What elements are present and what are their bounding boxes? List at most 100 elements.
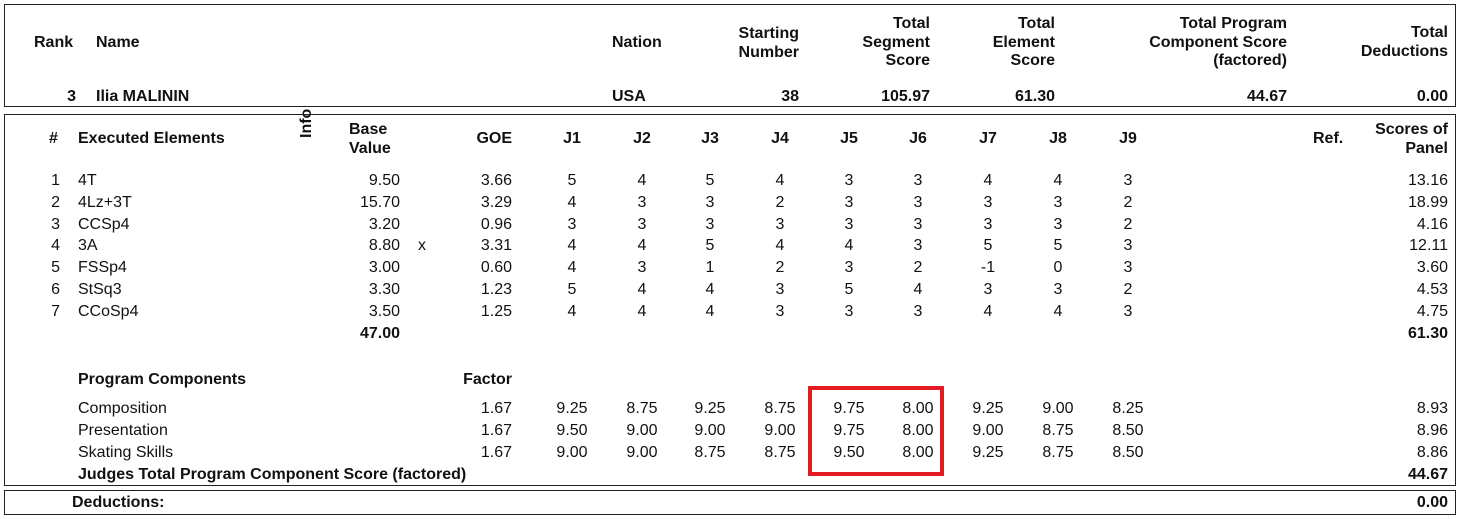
element-judge-score: 3 <box>1123 237 1133 255</box>
name-label: Name <box>96 34 140 51</box>
element-panel-score: 13.16 <box>1407 172 1448 189</box>
header-line: Starting <box>738 25 799 42</box>
element-goe: 0.60 <box>480 259 512 277</box>
factor-header: Factor <box>463 371 512 388</box>
element-judge-score: -1 <box>980 259 996 277</box>
pc-judge-score: 8.75 <box>764 443 796 461</box>
element-judge-score: 5 <box>844 281 854 298</box>
element-judge-score: 4 <box>705 302 715 320</box>
element-judge-score: 3 <box>913 193 923 211</box>
judge-header-4: J4 <box>771 130 789 147</box>
element-judge-score: 3 <box>567 215 577 233</box>
element-judge-score: 4 <box>775 172 785 189</box>
element-judge-score: 3 <box>844 259 854 277</box>
skater-rank: 3 <box>67 88 76 105</box>
pc-judge-score: 9.25 <box>556 400 588 417</box>
element-base-value: 8.80 <box>368 237 400 255</box>
element-num: 2 <box>51 193 60 211</box>
pc-judge-score: 8.50 <box>1112 421 1144 439</box>
elements-base-total: 47.00 <box>359 325 400 342</box>
pc-judge-score: 9.00 <box>556 443 588 461</box>
element-base-value: 3.20 <box>368 215 400 233</box>
judge-header-9: J9 <box>1119 130 1137 147</box>
element-panel-score: 3.60 <box>1416 259 1448 277</box>
total-deductions-label: Total Deductions <box>1320 24 1448 61</box>
total-segment-score-label: Total Segment Score <box>820 15 930 71</box>
element-num: 3 <box>51 215 60 233</box>
col-base-value-header: Base Value <box>349 121 391 158</box>
col-panel-header: Scores of Panel <box>1340 121 1448 158</box>
pc-judge-score: 9.00 <box>1042 400 1074 417</box>
pc-factor: 1.67 <box>480 400 512 417</box>
element-judge-score: 4 <box>983 302 993 320</box>
element-panel-score: 4.75 <box>1416 302 1448 320</box>
element-judge-score: 3 <box>913 302 923 320</box>
header-line: Total <box>1410 24 1448 41</box>
element-info: x <box>418 237 426 255</box>
header-line: Segment <box>862 33 930 51</box>
element-judge-score: 4 <box>567 237 577 255</box>
pc-judge-score: 9.00 <box>694 421 726 439</box>
pc-name: Skating Skills <box>78 443 174 461</box>
element-judge-score: 3 <box>1123 172 1133 189</box>
header-line: Panel <box>1405 139 1448 157</box>
pc-judge-score: 8.50 <box>1112 443 1144 461</box>
header-line: Base <box>349 121 388 138</box>
element-judge-score: 5 <box>567 172 577 189</box>
judge-header-5: J5 <box>840 130 858 147</box>
element-judge-score: 4 <box>913 281 923 298</box>
judge-header-2: J2 <box>633 130 651 147</box>
pc-judge-score: 9.00 <box>764 421 796 439</box>
element-judge-score: 3 <box>983 193 993 211</box>
element-panel-score: 4.16 <box>1416 215 1448 233</box>
element-judge-score: 4 <box>637 281 647 298</box>
element-judge-score: 5 <box>983 237 993 255</box>
header-line: Total <box>892 15 930 32</box>
element-judge-score: 0 <box>1053 259 1063 277</box>
pc-judge-score: 9.50 <box>833 443 865 461</box>
element-judge-score: 3 <box>844 302 854 320</box>
header-line: Component Score <box>1149 33 1287 51</box>
element-goe: 1.23 <box>480 281 512 298</box>
pcs-total-value: 44.67 <box>1407 466 1448 483</box>
skater-total-segment-score: 105.97 <box>881 88 930 105</box>
judge-header-6: J6 <box>909 130 927 147</box>
element-judge-score: 4 <box>637 237 647 255</box>
pc-judge-score: 8.75 <box>1042 443 1074 461</box>
deductions-value: 0.00 <box>1416 494 1448 511</box>
element-num: 1 <box>51 172 60 189</box>
element-name: 4T <box>78 172 97 189</box>
element-judge-score: 3 <box>775 281 785 298</box>
judge-header-8: J8 <box>1049 130 1067 147</box>
element-judge-score: 3 <box>705 193 715 211</box>
header-line: (factored) <box>1213 52 1287 69</box>
element-goe: 3.31 <box>480 237 512 255</box>
element-judge-score: 5 <box>705 237 715 255</box>
total-pcs-label: Total Program Component Score (factored) <box>1100 15 1287 71</box>
pc-judge-score: 8.75 <box>626 400 658 417</box>
pc-factor: 1.67 <box>480 421 512 439</box>
element-judge-score: 3 <box>844 215 854 233</box>
element-num: 4 <box>51 237 60 255</box>
element-judge-score: 3 <box>913 215 923 233</box>
pc-judge-score: 8.00 <box>902 443 934 461</box>
element-judge-score: 3 <box>637 215 647 233</box>
element-judge-score: 3 <box>705 215 715 233</box>
element-goe: 3.66 <box>480 172 512 189</box>
element-num: 6 <box>51 281 60 298</box>
pc-name: Presentation <box>78 421 168 439</box>
col-goe-header: GOE <box>476 130 512 147</box>
element-goe: 1.25 <box>480 302 512 320</box>
element-judge-score: 4 <box>705 281 715 298</box>
header-line: Element <box>992 33 1055 51</box>
element-judge-score: 5 <box>705 172 715 189</box>
nation-label: Nation <box>612 34 662 51</box>
element-judge-score: 4 <box>637 302 647 320</box>
skater-total-deductions: 0.00 <box>1416 88 1448 105</box>
deductions-box <box>4 490 1456 515</box>
element-judge-score: 3 <box>1053 281 1063 298</box>
judge-header-1: J1 <box>563 130 581 147</box>
pc-judge-score: 9.75 <box>833 400 865 417</box>
element-judge-score: 3 <box>844 193 854 211</box>
highlight-box <box>808 386 944 476</box>
